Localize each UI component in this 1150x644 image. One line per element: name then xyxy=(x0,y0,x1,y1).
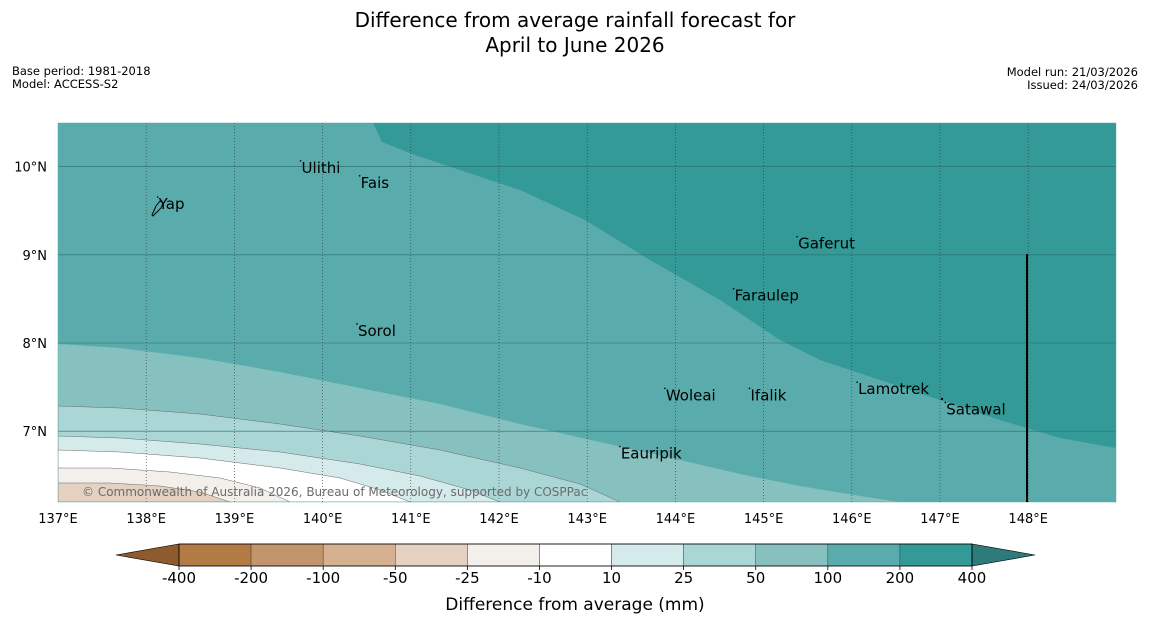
lon-tick-label: 146°E xyxy=(832,512,872,527)
model-name: Model: ACCESS-S2 xyxy=(12,77,119,91)
colorbar-tick-label: 100 xyxy=(813,569,842,587)
colorbar: -400 -200 -100 -50 -25 -10 10 25 50 100 200 400 xyxy=(115,543,1036,587)
colorbar-segment xyxy=(539,543,612,567)
lon-tick-label: 141°E xyxy=(391,512,431,527)
lat-tick-label: 9°N xyxy=(23,249,48,264)
map-frame xyxy=(57,122,1117,503)
place-marker xyxy=(156,196,159,198)
contour-minus50-minus25 xyxy=(58,482,231,502)
place-label-sorol: Sorol xyxy=(358,322,396,340)
place-label-fais: Fais xyxy=(361,174,390,192)
colorbar-segment xyxy=(395,543,468,567)
colorbar-segment xyxy=(683,543,756,567)
colorbar-tick-label: 400 xyxy=(958,569,987,587)
contour-200-400 xyxy=(373,123,1116,448)
colorbar-segment xyxy=(322,543,396,567)
colorbar-tick-label: -200 xyxy=(234,569,268,587)
lat-tick-label: 7°N xyxy=(23,425,48,440)
colorbar-segment xyxy=(467,543,540,567)
place-marker xyxy=(299,159,302,162)
longitude-tick-labels: 137°E 138°E 139°E 140°E 141°E 142°E 143°E 144°E… xyxy=(38,512,1048,527)
place-label-faraulep: Faraulep xyxy=(735,287,799,305)
place-label-yap: Yap xyxy=(158,195,185,213)
latitude-tick-labels: 10°N 9°N 8°N 7°N xyxy=(14,161,47,441)
lon-tick-label: 144°E xyxy=(656,512,696,527)
colorbar-tick-label: 50 xyxy=(746,569,765,587)
colorbar-segment xyxy=(250,543,324,567)
colorbar-tick-label: -10 xyxy=(527,569,552,587)
colorbar-label: Difference from average (mm) xyxy=(445,595,704,615)
place-label-eauripik: Eauripik xyxy=(621,445,682,463)
place-marker xyxy=(856,381,858,383)
place-label-ulithi: Ulithi xyxy=(302,159,341,177)
place-label-gaferut: Gaferut xyxy=(798,235,855,253)
title-line-1: Difference from average rainfall forecas… xyxy=(354,8,796,32)
place-label-ifalik: Ifalik xyxy=(750,386,786,404)
graticule xyxy=(58,123,1116,502)
colorbar-segment xyxy=(899,543,973,567)
colorbar-segment xyxy=(178,543,252,567)
lon-tick-label: 143°E xyxy=(567,512,607,527)
place-marker xyxy=(356,323,358,325)
lon-tick-label: 148°E xyxy=(1008,512,1048,527)
base-period: Base period: 1981-2018 xyxy=(12,64,151,78)
model-run: Model run: 21/03/2026 xyxy=(1006,65,1138,79)
lon-tick-label: 139°E xyxy=(215,512,255,527)
colorbar-tick-label: -50 xyxy=(383,569,408,587)
colorbar-tick-label: -100 xyxy=(306,569,340,587)
lon-tick-label: 137°E xyxy=(38,512,78,527)
colorbar-extension-low xyxy=(115,543,180,567)
place-marker xyxy=(796,235,798,238)
colorbar-segment xyxy=(827,543,901,567)
metadata-right: Model run: 21/03/2026 Issued: 24/03/2026 xyxy=(1007,66,1138,92)
lon-tick-label: 140°E xyxy=(303,512,343,527)
place-label-lamotrek: Lamotrek xyxy=(858,380,929,398)
place-marker xyxy=(732,287,735,290)
place-marker xyxy=(944,401,947,404)
lon-tick-label: 138°E xyxy=(126,512,166,527)
lat-tick-label: 8°N xyxy=(23,337,48,352)
place-marker xyxy=(619,445,621,448)
lon-tick-label: 142°E xyxy=(479,512,519,527)
colorbar-tick-label: 25 xyxy=(674,569,693,587)
place-label-satawal: Satawal xyxy=(946,400,1005,418)
lon-tick-label: 147°E xyxy=(920,512,960,527)
lon-tick-label: 145°E xyxy=(744,512,784,527)
colorbar-outline xyxy=(178,543,973,567)
yap-island-shape xyxy=(151,200,164,217)
title-line-2: April to June 2026 xyxy=(485,33,665,57)
colorbar-extension-high xyxy=(971,543,1036,567)
place-marker xyxy=(940,397,944,401)
place-marker xyxy=(748,387,751,390)
map-title: Difference from average rainfall forecas… xyxy=(0,8,1150,58)
colorbar-tick-label: -400 xyxy=(162,569,196,587)
colorbar-segment xyxy=(611,543,684,567)
place-labels: Ulithi Fais Yap Gaferut Faraulep Sorol Lamotre… xyxy=(156,159,1006,463)
colorbar-tick-label: -25 xyxy=(455,569,480,587)
colorbar-tick-label: 10 xyxy=(602,569,621,587)
issued-date: Issued: 24/03/2026 xyxy=(1027,78,1138,92)
place-marker xyxy=(358,174,361,177)
metadata-left: Base period: 1981-2018 Model: ACCESS-S2 xyxy=(12,65,151,91)
copyright-notice: © Commonwealth of Australia 2026, Bureau… xyxy=(82,485,587,499)
lat-tick-label: 10°N xyxy=(14,161,47,176)
place-marker xyxy=(664,387,666,390)
place-label-woleai: Woleai xyxy=(666,386,716,404)
colorbar-segment xyxy=(755,543,829,567)
colorbar-tick-label: 200 xyxy=(886,569,915,587)
